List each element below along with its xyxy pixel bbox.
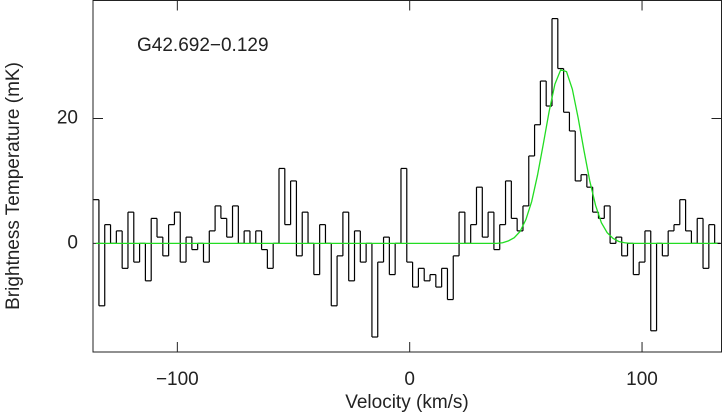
x-axis-label: Velocity (km/s) (345, 392, 469, 413)
x-tick-label: −100 (156, 369, 199, 390)
source-label: G42.692−0.129 (137, 35, 269, 56)
y-tick-label: 20 (57, 108, 78, 129)
x-tick-label: 100 (626, 369, 658, 390)
fit-line (96, 68, 718, 245)
x-tick-label: 0 (404, 369, 415, 390)
y-tick-label: 0 (67, 232, 78, 253)
y-axis-label: Brightness Temperature (mK) (3, 62, 24, 310)
